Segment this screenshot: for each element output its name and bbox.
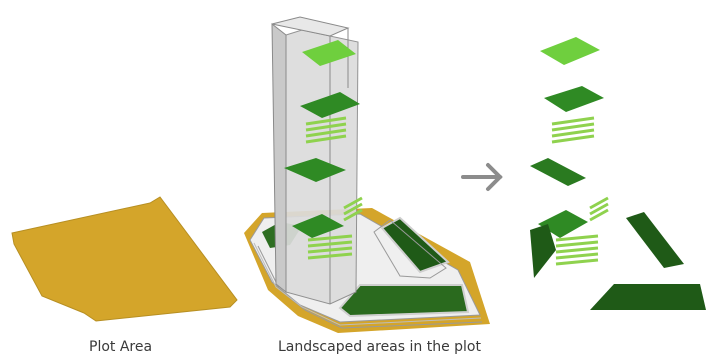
podium-edge [257,245,483,329]
plot-area-shape [11,196,238,322]
plot-area-figure [11,196,238,322]
exploded-stripes-3 [555,234,599,266]
exploded-stripes-1 [551,116,595,144]
exploded-garden-3 [530,158,586,186]
arrow-right-icon [461,163,503,191]
tower-garden-4 [292,214,344,238]
exploded-garden-4 [538,210,588,238]
exploded-podium-front [590,284,706,310]
exploded-stripes-2 [589,196,609,222]
tower-stripes-1 [305,116,347,144]
tower-stripes-2 [343,196,363,222]
tower-garden-3 [284,158,346,182]
tower-stripes-3 [307,234,353,260]
exploded-garden-2 [544,86,604,112]
landscaped-plot-figure [244,16,490,333]
exploded-podium-right [626,212,684,268]
exploded-garden-top [540,37,600,65]
tower-garden-top [302,40,356,66]
exploded-podium-left [530,224,556,278]
podium-white-block [373,219,447,279]
podium-edge [253,242,482,326]
caption-landscaped-areas: Landscaped areas in the plot [278,339,481,355]
exploded-landscape-figure [530,37,706,310]
tower-garden-2 [300,92,360,118]
tower-side [271,22,287,294]
podium-green-right [380,216,450,274]
caption-plot-area: Plot Area [89,339,153,355]
podium-green-front [338,284,470,318]
